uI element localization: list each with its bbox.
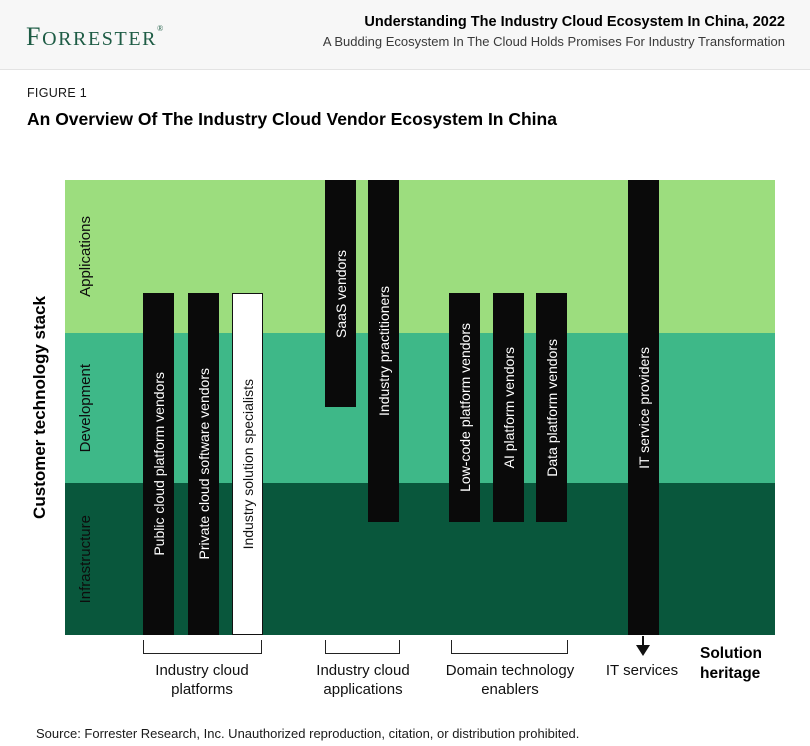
figure-title: An Overview Of The Industry Cloud Vendor… xyxy=(27,109,557,129)
group-label-industry-cloud-applications: Industry cloud applications xyxy=(316,662,410,698)
stack-diagram: Applications Development Infrastructure … xyxy=(65,180,775,635)
bottom-axis-label: Solution heritage xyxy=(700,645,762,682)
band-infrastructure-label: Infrastructure xyxy=(77,514,94,604)
report-header: FORRESTER® Understanding The Industry Cl… xyxy=(0,0,810,70)
report-subtitle: A Budding Ecosystem In The Cloud Holds P… xyxy=(322,34,785,49)
down-arrow-icon xyxy=(636,645,650,656)
vendor-bar-it-service-providers: IT service providers xyxy=(628,180,659,635)
vendor-bar-industry-solution-specialists: Industry solution specialists xyxy=(232,293,263,635)
group-bracket-domain-technology-enablers xyxy=(451,640,568,654)
vendor-bar-label: AI platform vendors xyxy=(500,346,517,469)
band-infrastructure-label-wrap: Infrastructure xyxy=(77,483,94,635)
group-label-it-services: IT services xyxy=(605,662,679,679)
report-title: Understanding The Industry Cloud Ecosyst… xyxy=(364,14,785,30)
band-development-label: Development xyxy=(77,363,94,453)
vendor-bar-label: Low-code platform vendors xyxy=(456,323,473,492)
vendor-bar-industry-practitioners: Industry practitioners xyxy=(368,180,399,522)
header-title-block: Understanding The Industry Cloud Ecosyst… xyxy=(323,14,785,49)
vendor-bar-public-cloud-platform-vendors: Public cloud platform vendors xyxy=(143,293,174,635)
y-axis-label-wrap: Customer technology stack xyxy=(30,180,50,635)
figure-number-label: FIGURE 1 xyxy=(27,86,88,100)
group-label-industry-cloud-platforms: Industry cloud platforms xyxy=(155,662,249,698)
vendor-bar-label: Public cloud platform vendors xyxy=(150,372,167,556)
vendor-bar-data-platform-vendors: Data platform vendors xyxy=(536,293,567,522)
vendor-bar-label: Industry solution specialists xyxy=(239,378,256,550)
vendor-bar-label: IT service providers xyxy=(635,346,652,469)
y-axis-label: Customer technology stack xyxy=(30,296,49,519)
group-bracket-industry-cloud-platforms xyxy=(143,640,262,654)
vendor-bar-label: Private cloud software vendors xyxy=(195,368,212,560)
forrester-logo-text: FORRESTER xyxy=(26,22,158,51)
vendor-bar-saas-vendors: SaaS vendors xyxy=(325,180,356,407)
band-applications-label: Applications xyxy=(77,216,94,297)
vendor-bar-label: SaaS vendors xyxy=(332,249,349,338)
vendor-bar-ai-platform-vendors: AI platform vendors xyxy=(493,293,524,522)
vendor-bar-low-code-platform-vendors: Low-code platform vendors xyxy=(449,293,480,522)
source-attribution: Source: Forrester Research, Inc. Unautho… xyxy=(36,726,580,741)
group-bracket-industry-cloud-applications xyxy=(325,640,400,654)
forrester-logo: FORRESTER® xyxy=(26,22,163,52)
it-services-arrow-stem xyxy=(642,636,644,646)
vendor-bar-label: Industry practitioners xyxy=(375,286,392,416)
group-label-domain-technology-enablers: Domain technology enablers xyxy=(445,662,575,698)
vendor-bar-private-cloud-software-vendors: Private cloud software vendors xyxy=(188,293,219,635)
band-applications-label-wrap: Applications xyxy=(77,180,94,333)
registered-trademark-icon: ® xyxy=(157,24,164,33)
band-development-label-wrap: Development xyxy=(77,333,94,483)
vendor-bar-label: Data platform vendors xyxy=(543,338,560,477)
